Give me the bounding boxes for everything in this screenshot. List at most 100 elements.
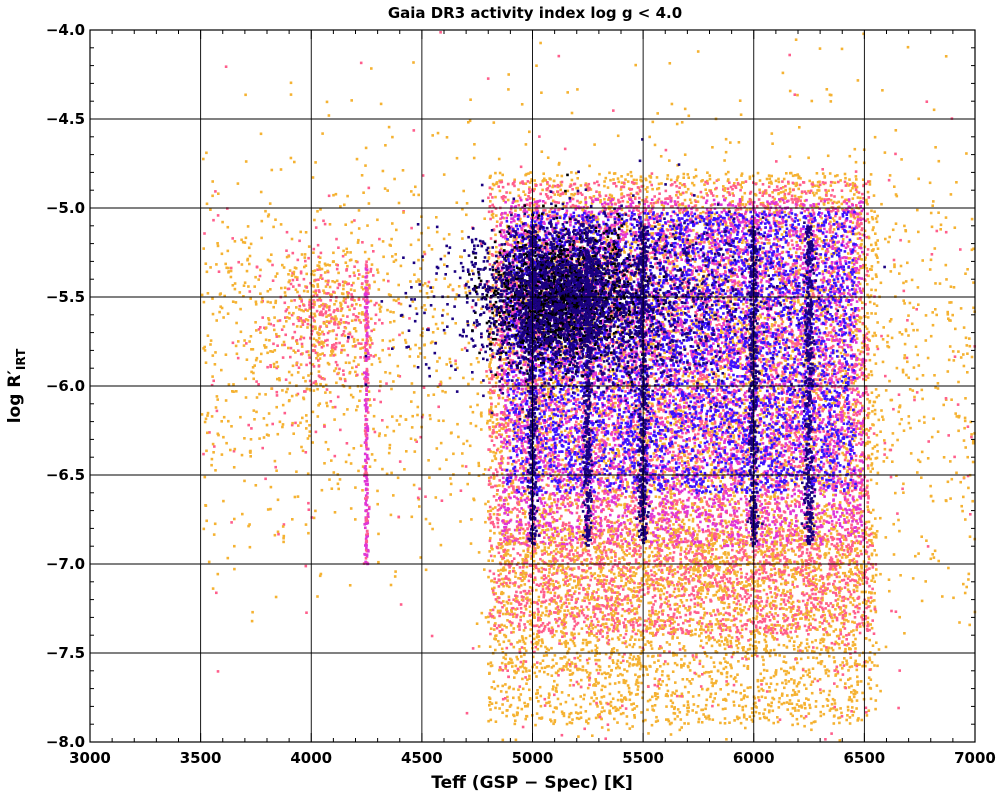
data-point [364, 460, 367, 463]
data-point [725, 738, 728, 741]
data-point [231, 390, 234, 393]
data-point [820, 256, 823, 259]
data-point [359, 390, 362, 393]
data-point [732, 307, 735, 310]
data-point [552, 685, 555, 688]
data-point [826, 88, 829, 91]
data-point [667, 600, 670, 603]
data-point [777, 387, 780, 390]
data-point [558, 55, 561, 58]
data-point [648, 136, 651, 139]
data-point [884, 375, 887, 378]
data-point [454, 363, 457, 366]
data-point [312, 349, 315, 352]
data-point [684, 649, 687, 652]
data-point [384, 371, 387, 374]
data-point [877, 247, 880, 250]
data-point [250, 348, 253, 351]
data-point [324, 339, 327, 342]
data-point [815, 705, 818, 708]
data-point [785, 172, 788, 175]
data-point [445, 458, 448, 461]
data-point [362, 191, 365, 194]
data-point [461, 452, 464, 455]
data-point [887, 335, 890, 338]
data-point [391, 136, 394, 139]
data-point [427, 227, 430, 230]
data-point [399, 415, 402, 418]
data-point [427, 459, 430, 462]
data-point [358, 399, 361, 402]
data-point [253, 409, 256, 412]
data-point [874, 409, 877, 412]
data-point [879, 690, 882, 693]
data-point [321, 313, 324, 316]
data-point [382, 240, 385, 243]
data-point [389, 311, 392, 314]
data-point [249, 297, 252, 300]
data-point [670, 415, 673, 418]
data-point [281, 328, 284, 331]
data-point [353, 271, 356, 274]
data-point [509, 192, 512, 195]
data-point [253, 364, 256, 367]
data-point [432, 331, 435, 334]
data-point [317, 354, 320, 357]
data-point [312, 411, 315, 414]
data-point [335, 334, 338, 337]
data-point [365, 272, 368, 275]
data-point [261, 447, 264, 450]
data-point [331, 487, 334, 490]
data-point [861, 591, 864, 594]
data-point [272, 343, 275, 346]
data-point [830, 100, 833, 103]
data-point [305, 318, 308, 321]
data-point [459, 255, 462, 258]
data-point [788, 54, 791, 57]
data-point [499, 451, 502, 454]
data-point [833, 722, 836, 725]
data-point [368, 187, 371, 190]
data-point [549, 431, 552, 434]
data-point [576, 88, 579, 91]
data-point [461, 348, 464, 351]
data-point [775, 383, 778, 386]
data-point [470, 518, 473, 521]
data-point [353, 299, 356, 302]
data-point [576, 717, 579, 720]
data-point [869, 359, 872, 362]
data-point [560, 431, 563, 434]
data-point [435, 278, 438, 281]
data-point [439, 468, 442, 471]
data-point [698, 718, 701, 721]
data-point [260, 133, 263, 136]
data-point [393, 178, 396, 181]
data-point [233, 545, 236, 548]
data-point [290, 157, 293, 160]
data-point [323, 462, 326, 465]
data-point [332, 261, 335, 264]
data-point [446, 313, 449, 316]
data-point [449, 358, 452, 361]
data-point [218, 270, 221, 273]
data-point [280, 168, 283, 171]
data-point [892, 523, 895, 526]
data-point [815, 320, 818, 323]
data-point [316, 595, 319, 598]
data-point [364, 561, 367, 564]
data-point [204, 504, 207, 507]
data-point [707, 626, 710, 629]
data-point [749, 208, 752, 211]
data-point [505, 613, 508, 616]
data-point [694, 605, 697, 608]
data-point [292, 285, 295, 288]
data-point [931, 226, 934, 229]
data-point [349, 275, 352, 278]
data-point [458, 285, 461, 288]
data-point [667, 690, 670, 693]
data-point [408, 317, 411, 320]
data-point [457, 436, 460, 439]
data-point [658, 496, 661, 499]
data-point [440, 442, 443, 445]
data-point [873, 210, 876, 213]
